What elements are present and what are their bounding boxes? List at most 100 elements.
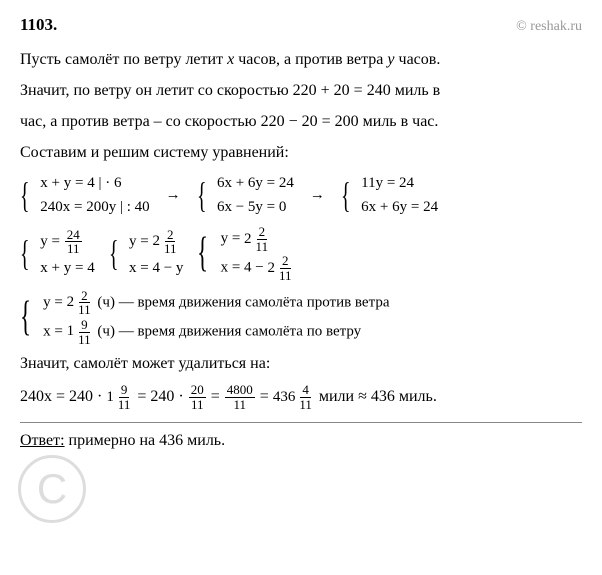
num: 2 (165, 228, 176, 243)
answer: Ответ: примерно на 436 миль. (20, 422, 582, 454)
mixed: 2211 (268, 254, 295, 282)
whole: 2 (67, 291, 75, 314)
txt: (ч) — время движения самолёта по ветру (94, 323, 362, 339)
system-3: { y = 2211 (ч) — время движения самолёта… (20, 289, 582, 347)
txt: x = (43, 323, 66, 339)
whole: 1 (67, 320, 75, 343)
txt: мили ≈ 436 миль. (315, 388, 437, 405)
txt: = (256, 388, 273, 405)
sys2-g3-r1: y = 2211 (221, 225, 295, 253)
txt: y = (43, 294, 66, 310)
sys2-g3-col: y = 2211 x = 4 − 2211 (221, 225, 295, 283)
brace-icon: { (197, 181, 207, 210)
num: 9 (119, 383, 130, 398)
sys1-g1-r2: 240x = 200y | : 40 (40, 196, 149, 219)
fraction: 911 (76, 318, 93, 346)
whole: 2 (152, 230, 160, 253)
sys1-g2: { 6x + 6y = 24 6x − 5y = 0 (197, 172, 294, 220)
whole: 2 (268, 257, 276, 280)
p2-c: час, а против ветра – со скоростью (20, 113, 261, 130)
brace-icon: { (20, 301, 31, 335)
fraction: 2011 (189, 383, 206, 411)
para-2b: час, а против ветра – со скоростью 220 −… (20, 110, 582, 135)
den: 11 (76, 303, 93, 317)
txt: x = 4 − (221, 260, 268, 276)
var-y: y (387, 51, 394, 68)
sys2-g3: { y = 2211 x = 4 − 2211 (197, 225, 294, 283)
mixed: 1911 (106, 383, 133, 411)
brace-icon: { (20, 239, 30, 268)
sys2-g1: { y = 2411 x + y = 4 (20, 228, 95, 281)
den: 11 (65, 242, 82, 256)
num: 24 (65, 228, 82, 243)
fraction: 411 (297, 383, 314, 411)
mixed: 2211 (152, 228, 179, 256)
sys1-g1: { x + y = 4 | · 6 240x = 200y | : 40 (20, 172, 150, 220)
txt: = (207, 388, 224, 405)
site-credit: © reshak.ru (516, 16, 582, 38)
para-4: Значит, самолёт может удалиться на: (20, 352, 582, 377)
sys2-g1-r1: y = 2411 (40, 228, 94, 256)
num: 20 (189, 383, 206, 398)
den: 11 (254, 240, 271, 254)
mixed: 2211 (67, 289, 94, 317)
mixed: 2211 (244, 225, 271, 253)
sys2-g1-r2: x + y = 4 (40, 257, 94, 280)
num: 4800 (225, 383, 255, 398)
sys2-g1-col: y = 2411 x + y = 4 (40, 228, 94, 281)
answer-text: примерно на 436 миль. (65, 432, 226, 449)
den: 11 (162, 242, 179, 256)
p1-c: часов. (395, 51, 441, 68)
sys1-g1-r1: x + y = 4 | · 6 (40, 172, 149, 195)
txt: (ч) — время движения самолёта против вет… (94, 294, 390, 310)
fraction: 211 (76, 289, 93, 317)
den: 11 (116, 398, 133, 412)
p2-d: миль в час. (359, 113, 439, 130)
problem-number: 1103. (20, 12, 57, 38)
txt: y = (129, 233, 152, 249)
den: 11 (297, 398, 314, 412)
sys2-g2-r1: y = 2211 (129, 228, 183, 256)
num: 2 (280, 254, 291, 269)
brace-icon: { (341, 181, 351, 210)
num: 9 (79, 318, 90, 333)
arrow-icon: → (308, 184, 327, 207)
sys2-g2-col: y = 2211 x = 4 − y (129, 228, 183, 281)
para-1: Пусть самолёт по ветру летит x часов, а … (20, 48, 582, 73)
sys1-g3-r1: 11y = 24 (361, 172, 438, 195)
sys1-g2-r2: 6x − 5y = 0 (217, 196, 294, 219)
p2-b: миль в (391, 82, 441, 99)
sys1-g1-col: x + y = 4 | · 6 240x = 200y | : 40 (40, 172, 149, 220)
num: 2 (79, 289, 90, 304)
p2-a: Значит, по ветру он летит со скоростью (20, 82, 293, 99)
whole: 1 (106, 386, 114, 409)
sys3-r2: x = 1911 (ч) — время движения самолёта п… (43, 318, 389, 346)
sys3-g: { y = 2211 (ч) — время движения самолёта… (20, 289, 389, 347)
num: 4 (300, 383, 311, 398)
arrow-icon: → (164, 184, 183, 207)
fraction: 211 (254, 225, 271, 253)
whole: 436 (273, 386, 296, 409)
calc-line: 240x = 240 · 1911 = 240 · 2011 = 480011 … (20, 383, 582, 412)
txt: y = (221, 231, 244, 247)
para-3: Составим и решим систему уравнений: (20, 141, 582, 166)
txt: y = (40, 233, 63, 249)
p2-expr1: 220 + 20 = 240 (293, 82, 391, 99)
sys1-g3: { 11y = 24 6x + 6y = 24 (341, 172, 438, 220)
answer-label: Ответ: (20, 432, 65, 449)
den: 11 (277, 269, 294, 283)
sys1-g3-r2: 6x + 6y = 24 (361, 196, 438, 219)
sys2-g3-r2: x = 4 − 2211 (221, 254, 295, 282)
fraction: 211 (277, 254, 294, 282)
sys3-r1: y = 2211 (ч) — время движения самолёта п… (43, 289, 389, 317)
brace-icon: { (20, 181, 30, 210)
p1-b: часов, а против ветра (234, 51, 387, 68)
system-2: { y = 2411 x + y = 4 { y = 2211 x = 4 − … (20, 225, 582, 283)
den: 11 (232, 398, 249, 412)
fraction: 2411 (65, 228, 82, 256)
sys2-g2: { y = 2211 x = 4 − y (109, 228, 184, 281)
sys1-g3-col: 11y = 24 6x + 6y = 24 (361, 172, 438, 220)
para-2a: Значит, по ветру он летит со скоростью 2… (20, 79, 582, 104)
brace-icon: { (109, 239, 119, 268)
header: 1103. © reshak.ru (20, 12, 582, 38)
